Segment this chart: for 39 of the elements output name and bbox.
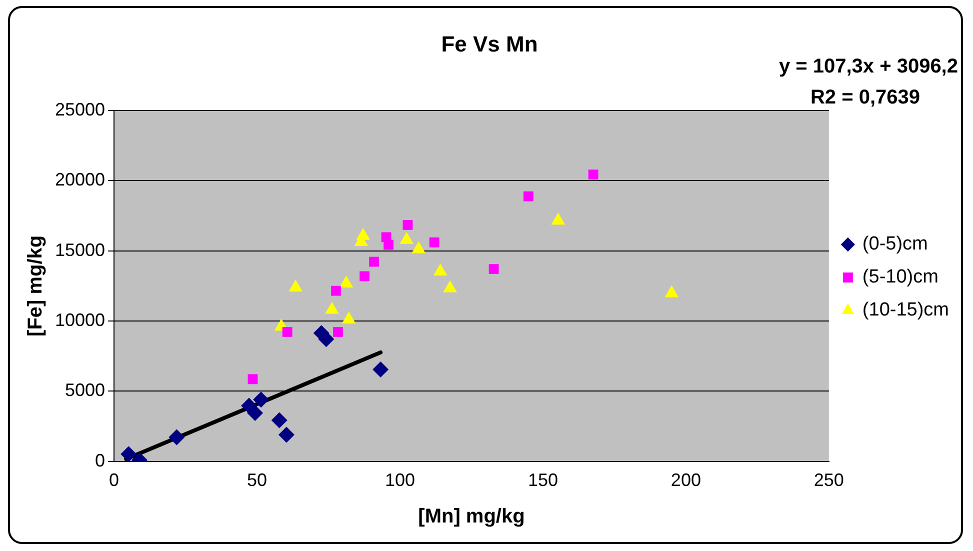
x-tick-label: 150 <box>528 470 558 490</box>
point <box>248 374 258 384</box>
y-tick-label: 20000 <box>54 170 106 190</box>
point <box>523 191 534 202</box>
point <box>429 237 440 248</box>
point <box>253 392 270 408</box>
point <box>271 412 288 428</box>
point <box>372 361 389 378</box>
legend-label: (5-10)cm <box>862 266 938 288</box>
y-tick-label: 10000 <box>54 310 106 330</box>
point <box>588 170 598 180</box>
point <box>360 271 370 282</box>
x-tick-label: 250 <box>814 470 844 490</box>
y-tick-label: 25000 <box>54 99 106 120</box>
point <box>369 256 379 267</box>
x-tick-label: 0 <box>109 470 120 490</box>
point <box>168 429 185 446</box>
x-tick-label: 100 <box>384 470 416 490</box>
y-tick-label: 0 <box>95 450 106 470</box>
point <box>278 426 294 443</box>
legend-label: (0-5)cm <box>862 234 928 255</box>
point <box>120 446 137 462</box>
point <box>333 327 343 337</box>
point <box>402 220 413 230</box>
y-axis-title: [Fe] mg/kg <box>24 235 47 336</box>
point <box>282 327 292 337</box>
point <box>488 264 499 274</box>
x-axis-title: [Mn] mg/kg <box>418 506 525 528</box>
legend-label: (10-15)cm <box>862 300 949 321</box>
point <box>331 286 341 296</box>
y-tick-label: 15000 <box>54 240 106 260</box>
y-tick-label: 5000 <box>65 380 106 400</box>
x-tick-label: 50 <box>247 470 268 490</box>
point <box>384 240 394 250</box>
point <box>247 404 264 421</box>
text: y = 107,3x + 3096,2 <box>778 56 958 78</box>
x-tick-label: 200 <box>670 470 701 490</box>
text: R2 = 0,7639 <box>810 86 920 109</box>
chart-title: Fe Vs Mn <box>441 31 538 56</box>
